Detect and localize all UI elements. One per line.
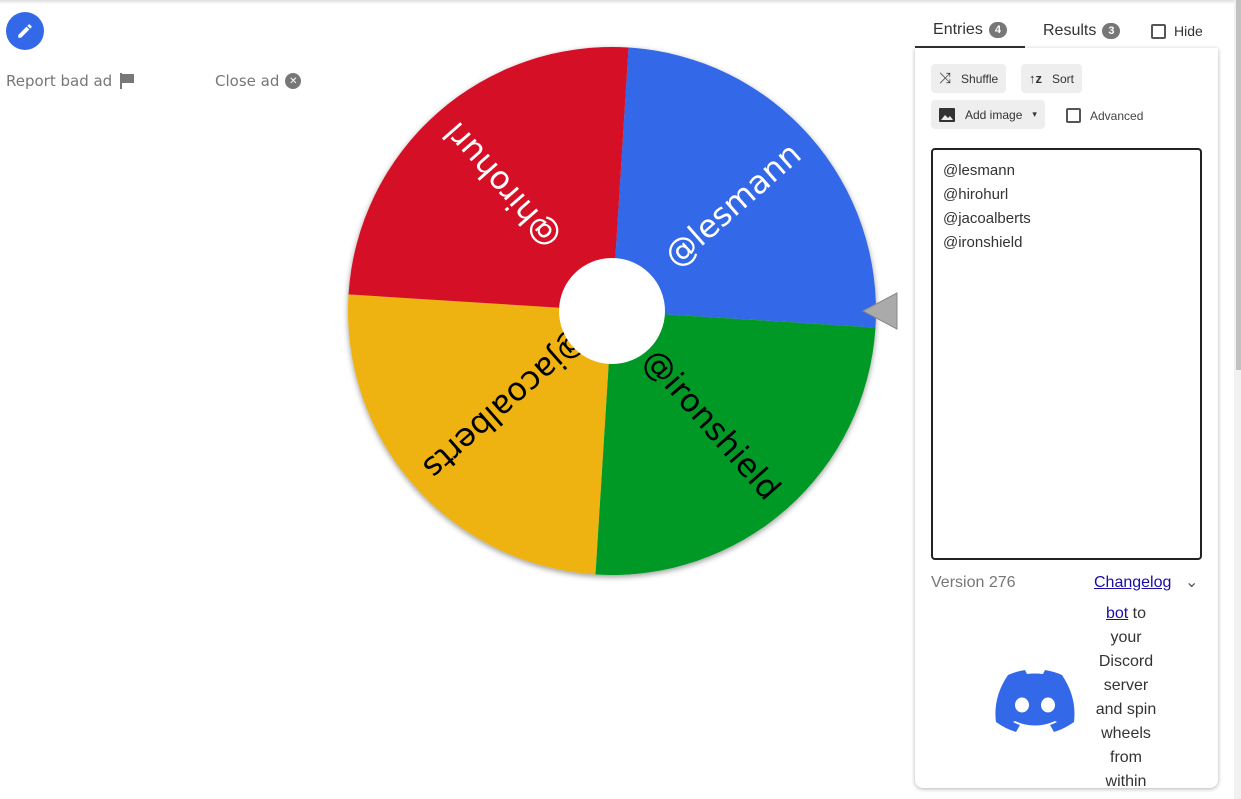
report-bad-ad-link[interactable]: Report bad ad: [6, 72, 136, 90]
discord-bot-link[interactable]: bot: [1105, 605, 1129, 622]
advanced-checkbox-box[interactable]: [1066, 108, 1081, 123]
report-bad-ad-label: Report bad ad: [6, 72, 113, 90]
top-shadow: [0, 0, 1241, 4]
tab-results-label: Results: [1043, 22, 1097, 39]
entries-panel: ⤨ Shuffle ↑z Sort Add image ▾ Advanced V…: [915, 48, 1218, 788]
close-ad-label: Close ad: [215, 72, 280, 90]
entries-count-badge: 4: [988, 22, 1007, 38]
tab-entries[interactable]: Entries 4: [915, 14, 1025, 48]
wheel-segment[interactable]: [348, 294, 612, 575]
wheel-center[interactable]: [559, 258, 665, 364]
image-icon: [939, 107, 955, 122]
spin-wheel[interactable]: @lesmann@ironshield@jacoalberts@hirohurl: [330, 30, 910, 590]
advanced-label: Advanced: [1090, 108, 1144, 123]
promo-body: to your Discord server and spin wheels f…: [1095, 605, 1157, 788]
shuffle-icon: ⤨: [939, 70, 952, 87]
wheel-segment[interactable]: [612, 47, 876, 328]
edit-button[interactable]: [6, 12, 44, 50]
hide-label: Hide: [1174, 23, 1203, 39]
discord-icon[interactable]: [995, 670, 1075, 732]
sort-button[interactable]: ↑z Sort: [1021, 64, 1083, 93]
shuffle-label: Shuffle: [961, 71, 999, 86]
entries-textarea[interactable]: [931, 148, 1202, 560]
sort-label: Sort: [1052, 71, 1075, 86]
scrollbar-thumb[interactable]: [1236, 0, 1241, 370]
discord-promo-text: bot to your Discord server and spin whee…: [1090, 602, 1162, 788]
version-label: Version 276: [931, 574, 1016, 591]
flag-icon: [120, 73, 135, 89]
dropdown-arrow-icon: ▾: [1032, 109, 1037, 119]
advanced-checkbox[interactable]: Advanced: [1066, 108, 1143, 123]
hide-checkbox-box[interactable]: [1151, 23, 1166, 39]
wheel-segment[interactable]: [348, 47, 629, 312]
wheel-pointer: [861, 292, 898, 330]
wheel-segment[interactable]: [595, 311, 876, 575]
results-count-badge: 3: [1102, 23, 1121, 39]
chevron-down-icon[interactable]: ⌄: [1185, 574, 1199, 591]
add-image-label: Add image: [965, 107, 1023, 122]
shuffle-button[interactable]: ⤨ Shuffle: [931, 64, 1007, 93]
changelog-link[interactable]: Changelog: [1094, 574, 1172, 591]
tab-results[interactable]: Results 3: [1043, 14, 1121, 48]
close-icon: ✕: [285, 73, 302, 89]
hide-checkbox[interactable]: Hide: [1151, 14, 1203, 48]
tab-entries-label: Entries: [933, 21, 983, 38]
close-ad-button[interactable]: Close ad ✕: [215, 72, 302, 90]
add-image-button[interactable]: Add image ▾: [931, 100, 1045, 129]
sort-icon: ↑z: [1029, 71, 1042, 86]
scrollbar-track[interactable]: [1234, 0, 1241, 799]
pencil-icon: [18, 24, 32, 38]
